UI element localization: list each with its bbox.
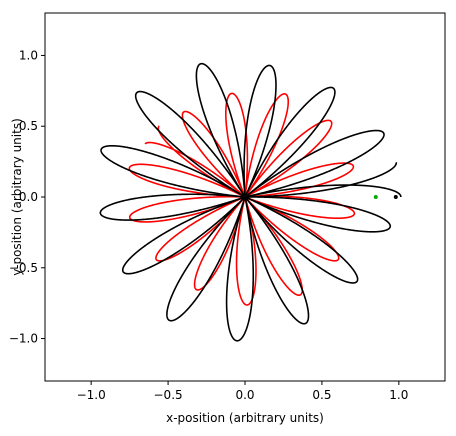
x-tick-label: 1.0 xyxy=(389,388,408,402)
series-layer xyxy=(99,62,402,342)
point-marker xyxy=(373,195,378,199)
y-tick-label: −0.5 xyxy=(9,261,38,275)
y-tick-label: −1.0 xyxy=(9,332,38,346)
y-axis-label: y-position (arbitrary units) xyxy=(10,118,24,276)
x-axis-label: x-position (arbitrary units) xyxy=(166,411,324,425)
series-line xyxy=(99,62,402,342)
x-tick-label: 0.0 xyxy=(235,388,254,402)
x-tick-label: −1.0 xyxy=(77,388,106,402)
x-tick-label: −0.5 xyxy=(154,388,183,402)
x-axis-ticks: −1.0 −0.5 0.0 0.5 1.0 xyxy=(77,381,408,402)
series-line xyxy=(128,92,356,306)
y-tick-label: 1.0 xyxy=(19,48,38,62)
marker-layer xyxy=(373,195,398,199)
y-tick-label: 0.5 xyxy=(19,119,38,133)
x-tick-label: 0.5 xyxy=(312,388,331,402)
y-tick-label: 0.0 xyxy=(19,190,38,204)
y-axis-ticks: −1.0 −0.5 0.0 0.5 1.0 xyxy=(9,48,45,346)
point-marker xyxy=(393,195,398,199)
